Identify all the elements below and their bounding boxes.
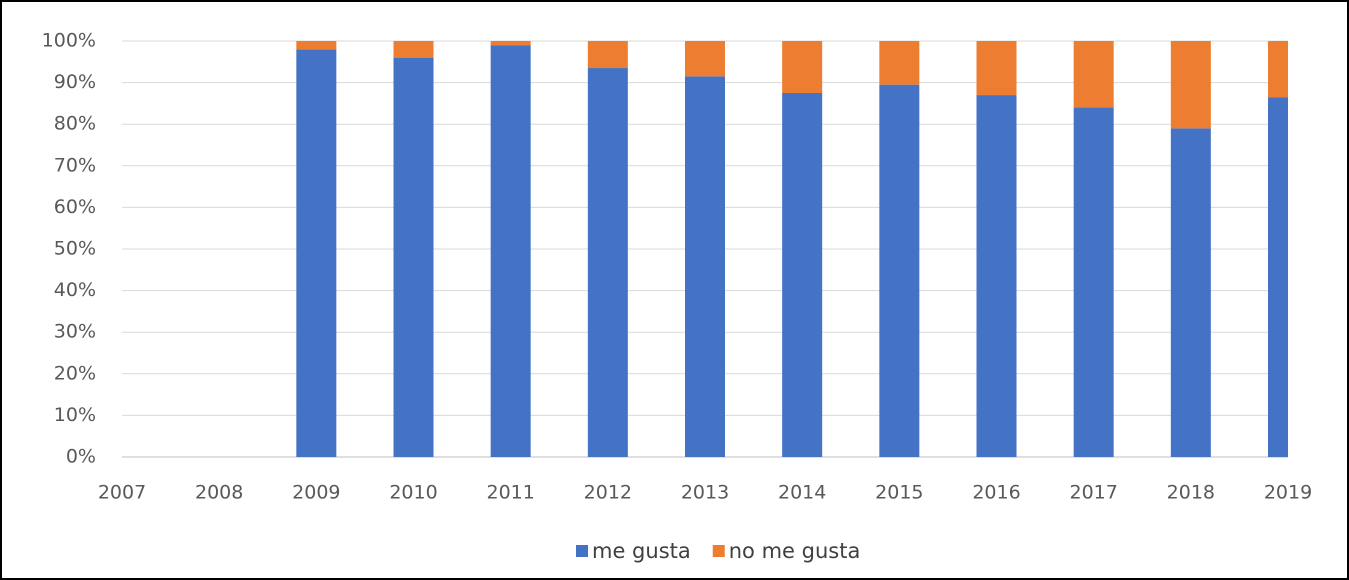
x-tick-label: 2008	[195, 482, 243, 504]
x-tick-label: 2017	[1069, 482, 1117, 504]
bar-segment	[393, 57, 434, 457]
y-tick-label: 100%	[42, 30, 96, 52]
y-tick-label: 90%	[54, 71, 96, 93]
bar-segment	[587, 68, 628, 457]
bar-segment	[490, 41, 531, 46]
legend-label: no me gusta	[729, 539, 861, 563]
y-tick-label: 0%	[66, 446, 96, 468]
x-tick-label: 2007	[98, 482, 146, 504]
y-tick-label: 40%	[54, 279, 96, 301]
bar-segment	[685, 76, 725, 458]
bar-segment	[587, 41, 628, 69]
y-tick-label: 60%	[54, 196, 96, 218]
x-tick-label: 2009	[292, 482, 340, 504]
bar-segment	[782, 41, 823, 93]
y-tick-label: 20%	[54, 362, 96, 384]
bar-segment	[1073, 41, 1114, 108]
x-tick-label: 2011	[486, 482, 534, 504]
bar-segment	[976, 95, 1017, 457]
bar-segment	[490, 45, 531, 457]
x-tick-label: 2016	[972, 482, 1020, 504]
legend-label: me gusta	[592, 539, 691, 563]
bar-segment	[1170, 128, 1211, 458]
bar-segment	[976, 41, 1017, 96]
bar-segment	[1268, 41, 1288, 98]
x-tick-label: 2012	[584, 482, 632, 504]
bar-segment	[879, 41, 920, 85]
bar-segment	[782, 93, 823, 457]
bar-segment	[1170, 41, 1211, 129]
bar-segment	[879, 84, 920, 458]
y-tick-label: 70%	[54, 154, 96, 176]
bar-segment	[685, 41, 725, 77]
bar-segment	[393, 41, 434, 58]
legend-swatch	[576, 545, 588, 557]
x-tick-label: 2010	[389, 482, 437, 504]
x-tick-label: 2019	[1264, 482, 1312, 504]
bar-segment	[1268, 97, 1288, 457]
legend-swatch	[712, 545, 725, 557]
x-tick-label: 2015	[875, 482, 923, 504]
bar-segment	[296, 49, 337, 457]
bar-segment	[296, 41, 337, 50]
y-tick-label: 50%	[54, 238, 96, 260]
y-tick-label: 30%	[54, 321, 96, 343]
bar-segment	[1073, 107, 1114, 457]
x-tick-label: 2018	[1167, 482, 1215, 504]
x-tick-label: 2013	[681, 482, 729, 504]
x-tick-label: 2014	[778, 482, 826, 504]
y-tick-label: 80%	[54, 113, 96, 135]
y-tick-label: 10%	[54, 404, 96, 426]
